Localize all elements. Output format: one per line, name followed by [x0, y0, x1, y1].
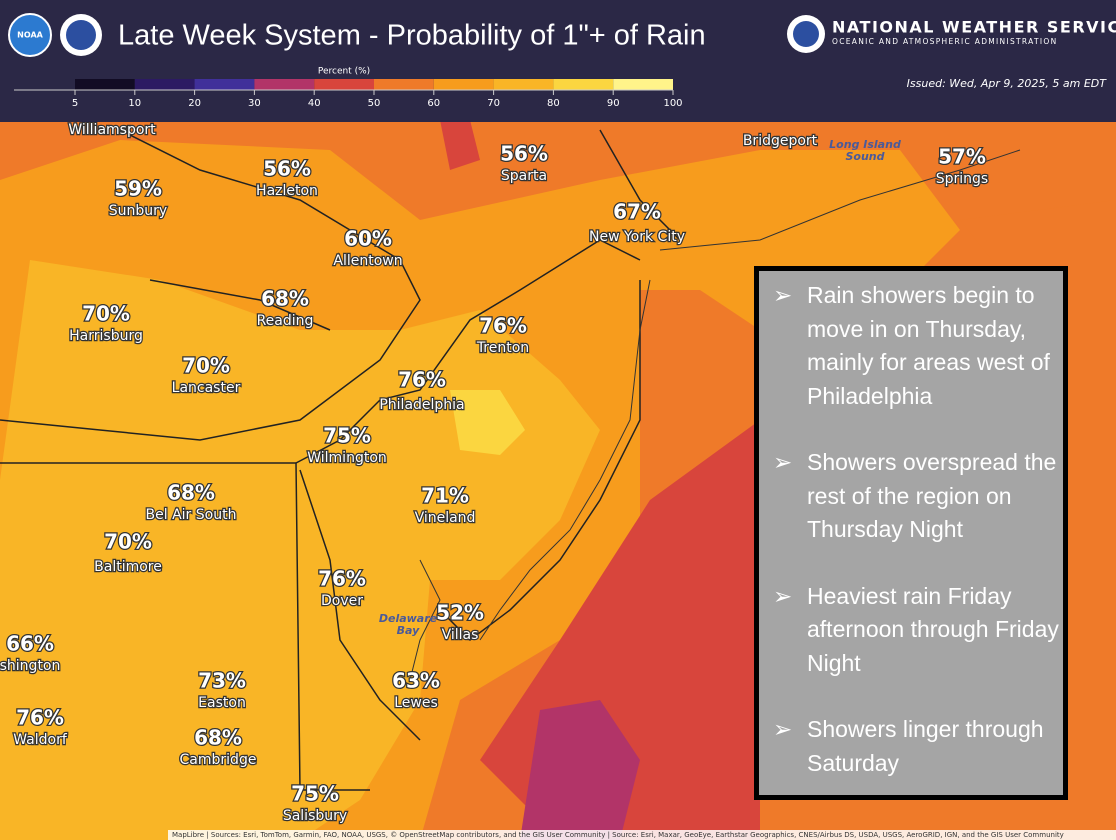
city-name: Salisbury: [283, 808, 347, 824]
city-percent: 76%: [398, 368, 446, 392]
city-percent: 68%: [167, 481, 215, 505]
legend-swatch: [194, 79, 255, 90]
city-percent: 75%: [323, 424, 371, 448]
city-percent: 56%: [500, 142, 548, 166]
note: Rain showers begin to move in on Thursda…: [759, 279, 1063, 413]
city-name: Allentown: [333, 253, 402, 269]
legend-tick-label: 40: [308, 98, 321, 109]
legend-swatch: [314, 79, 374, 90]
city-name: Vineland: [415, 510, 476, 526]
city-name: Cambridge: [180, 752, 257, 768]
city-percent: 66%: [6, 632, 54, 656]
city-percent: 76%: [16, 706, 64, 730]
notes-box: Rain showers begin to move in on Thursda…: [754, 266, 1068, 800]
water-label: Delaware Bay: [379, 612, 438, 637]
legend-tick-label: 30: [248, 98, 261, 109]
city-name: shington: [0, 658, 60, 674]
legend-tick-label: 80: [547, 98, 560, 109]
note: Showers overspread the rest of the regio…: [759, 446, 1063, 547]
city-name: Williamsport: [68, 122, 156, 138]
city-percent: 70%: [82, 302, 130, 326]
issued: Issued: Wed, Apr 9, 2025, 5 am EDT: [907, 77, 1108, 90]
city-percent: 52%: [436, 601, 484, 625]
city-name: Baltimore: [94, 559, 162, 575]
city-percent: 70%: [182, 354, 230, 378]
city-name: Trenton: [476, 340, 529, 356]
legend-swatch: [75, 79, 135, 90]
legend-title: Percent (%): [318, 67, 370, 77]
city-name: Sunbury: [109, 203, 167, 219]
city-name: Sparta: [501, 168, 547, 184]
agency: NATIONAL WEATHER SERVICE: [832, 18, 1116, 37]
title: Late Week System - Probability of 1"+ of…: [118, 20, 706, 52]
header-bg: [0, 0, 1116, 122]
city-name: Philadelphia: [379, 397, 464, 413]
city-name: Waldorf: [13, 732, 68, 748]
city-percent: 57%: [938, 145, 986, 169]
city-percent: 75%: [291, 782, 339, 806]
legend-tick-label: 10: [128, 98, 141, 109]
legend-tick-label: 100: [663, 98, 682, 109]
city-percent: 60%: [344, 227, 392, 251]
city-name: Wilmington: [307, 450, 387, 466]
noaa-logo-text: NOAA: [17, 31, 43, 40]
city-name: New York City: [589, 229, 685, 245]
legend-tick-label: 60: [427, 98, 440, 109]
city-name: Harrisburg: [69, 328, 143, 344]
legend-swatch: [374, 79, 434, 90]
legend-swatch: [493, 79, 554, 90]
city-name: Dover: [321, 593, 363, 609]
boundaries: [0, 129, 681, 791]
city-name: Villas: [442, 627, 479, 643]
city-name: Easton: [198, 695, 246, 711]
legend-tick-label: 20: [188, 98, 201, 109]
agency-sub: OCEANIC AND ATMOSPHERIC ADMINISTRATION: [832, 37, 1057, 46]
note: Heaviest rain Friday afternoon through F…: [759, 580, 1063, 681]
city-name: Hazleton: [256, 183, 318, 199]
legend-tick-label: 50: [368, 98, 381, 109]
legend-swatch: [134, 79, 195, 90]
city-percent: 68%: [261, 287, 309, 311]
city-percent: 63%: [392, 669, 440, 693]
note: Showers linger through Saturday: [759, 713, 1063, 780]
rain-fields: [0, 120, 1116, 840]
city-percent: 56%: [263, 157, 311, 181]
city-name: Bel Air South: [146, 507, 237, 523]
legend-swatch: [254, 79, 315, 90]
city-name: Reading: [257, 313, 314, 329]
city-percent: 76%: [318, 567, 366, 591]
water-label: Long Island Sound: [829, 138, 901, 163]
nws-logo-right-inner: [793, 21, 819, 47]
legend-tick-label: 5: [72, 98, 78, 109]
city-percent: 68%: [194, 726, 242, 750]
city-percent: 70%: [104, 530, 152, 554]
legend-tick-label: 70: [487, 98, 500, 109]
city-name: Bridgeport: [743, 133, 818, 149]
legend-swatch: [553, 79, 614, 90]
city-name: Springs: [936, 171, 988, 187]
legend-swatch: [613, 79, 673, 90]
city-percent: 71%: [421, 484, 469, 508]
city-percent: 73%: [198, 669, 246, 693]
city-name: Lewes: [394, 695, 438, 711]
coast: [409, 149, 1021, 681]
nws-logo-inner: [66, 20, 96, 50]
city-percent: 59%: [114, 177, 162, 201]
city-percent: 67%: [613, 200, 661, 224]
legend-swatch: [433, 79, 494, 90]
noaa-logo: [8, 13, 52, 57]
city-name: Lancaster: [172, 380, 241, 396]
legend-tick-label: 90: [607, 98, 620, 109]
city-percent: 76%: [479, 314, 527, 338]
attribution: MapLibre | Sources: Esri, TomTom, Garmin…: [168, 830, 1116, 840]
